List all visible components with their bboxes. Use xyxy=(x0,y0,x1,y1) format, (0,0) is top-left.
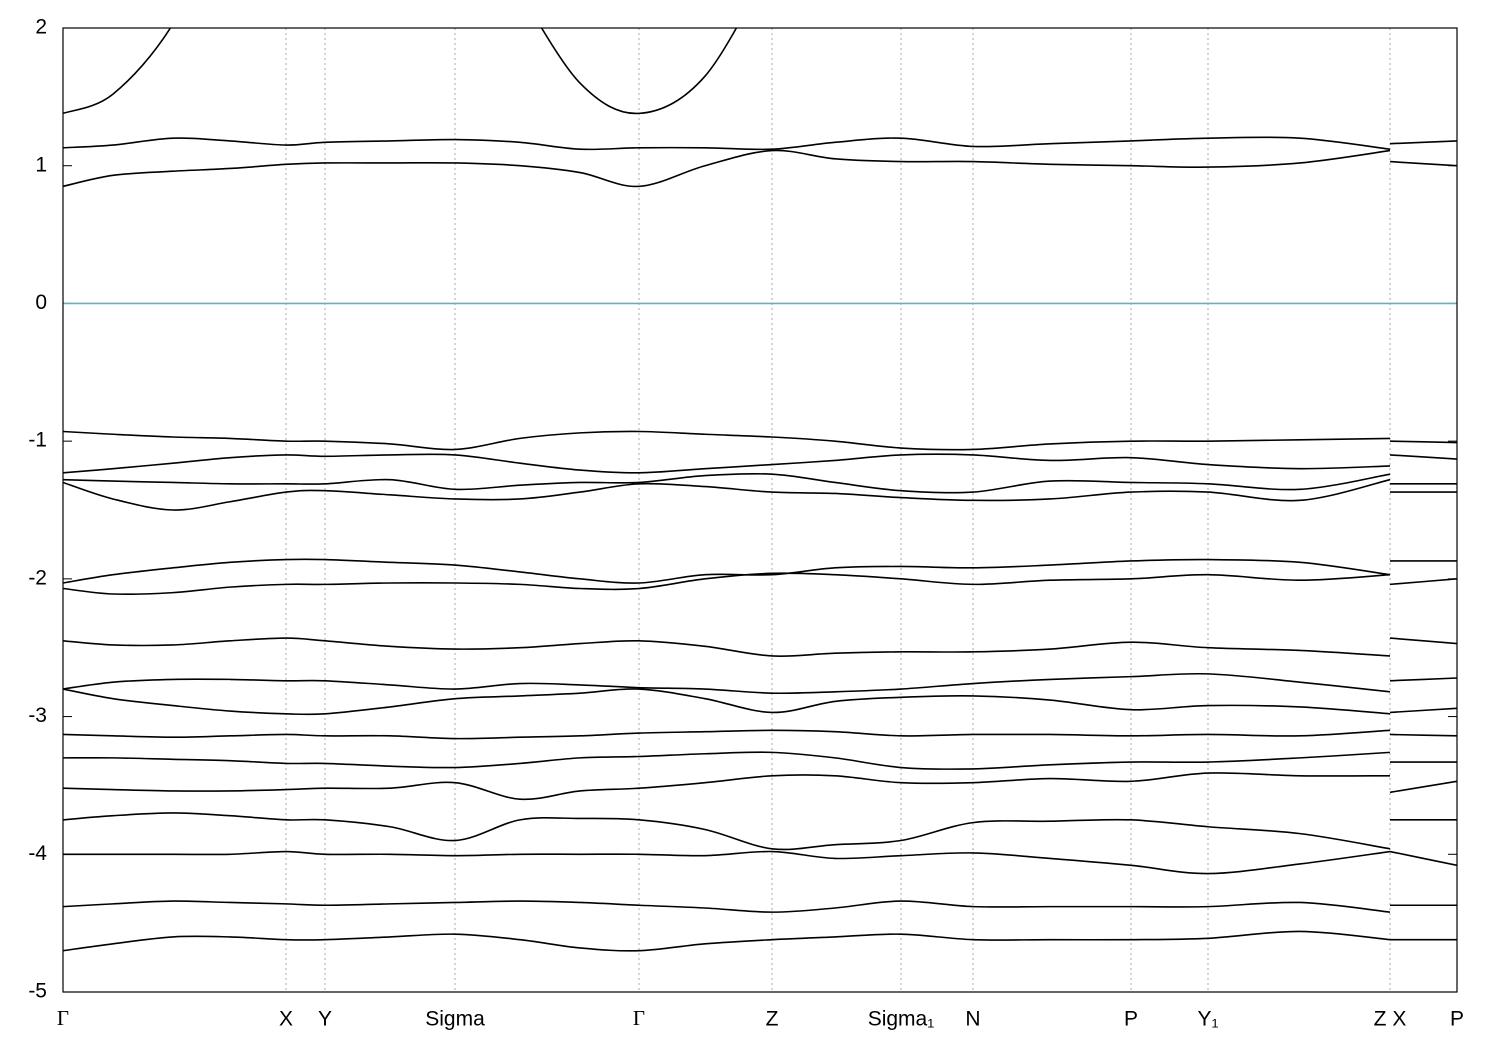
band-line xyxy=(63,149,1457,188)
band-line xyxy=(63,812,1457,851)
band-line xyxy=(63,637,1457,658)
x-tick-label: Sigma₁ xyxy=(868,1008,935,1031)
x-tick-label: P xyxy=(1450,1008,1464,1031)
x-tick-label: Z X xyxy=(1374,1008,1407,1031)
band-line xyxy=(63,772,1457,801)
band-line xyxy=(63,900,1457,913)
band-line xyxy=(63,751,1457,770)
band-line xyxy=(63,572,1457,596)
band-line xyxy=(63,930,1457,952)
band-line xyxy=(63,28,738,115)
band-line xyxy=(63,850,1457,875)
x-tick-label: X xyxy=(279,1008,293,1031)
x-tick-label: Y₁ xyxy=(1197,1008,1218,1031)
grid xyxy=(63,27,1457,993)
x-tick-label: Sigma xyxy=(425,1008,485,1031)
bands xyxy=(63,28,1457,952)
band-line xyxy=(63,430,1457,451)
x-tick-label: Z xyxy=(766,1008,779,1031)
y-tick-label: -2 xyxy=(28,566,47,589)
band-line xyxy=(63,478,1457,511)
labels: 2 1 0 -1 -2 -3 -4 -5 Γ X Y Sigma Γ Z Sigma₁ N P Y₁ Z X P xyxy=(28,16,1464,1031)
y-tick-label: -5 xyxy=(28,980,47,1003)
y-tick-label: 1 xyxy=(35,153,47,176)
band-line xyxy=(63,672,1457,695)
band-line xyxy=(63,558,1457,584)
x-tick-label: Γ xyxy=(57,1006,69,1030)
x-tick-label: Y xyxy=(318,1008,332,1031)
band-line xyxy=(63,729,1457,740)
plot-frame xyxy=(62,27,1458,993)
y-tick-label: 2 xyxy=(35,16,47,39)
y-tick-label: -4 xyxy=(28,842,47,865)
band-line xyxy=(63,453,1457,474)
band-line xyxy=(63,688,1457,716)
y-tick-label: -1 xyxy=(28,429,47,452)
y-tick-label: 0 xyxy=(35,291,47,314)
x-tick-label: Γ xyxy=(633,1006,645,1030)
band-line xyxy=(63,136,1457,151)
band-line xyxy=(63,472,1457,494)
y-tick-label: -3 xyxy=(28,704,47,727)
x-tick-label: N xyxy=(965,1008,980,1031)
x-tick-label: P xyxy=(1124,1008,1138,1031)
